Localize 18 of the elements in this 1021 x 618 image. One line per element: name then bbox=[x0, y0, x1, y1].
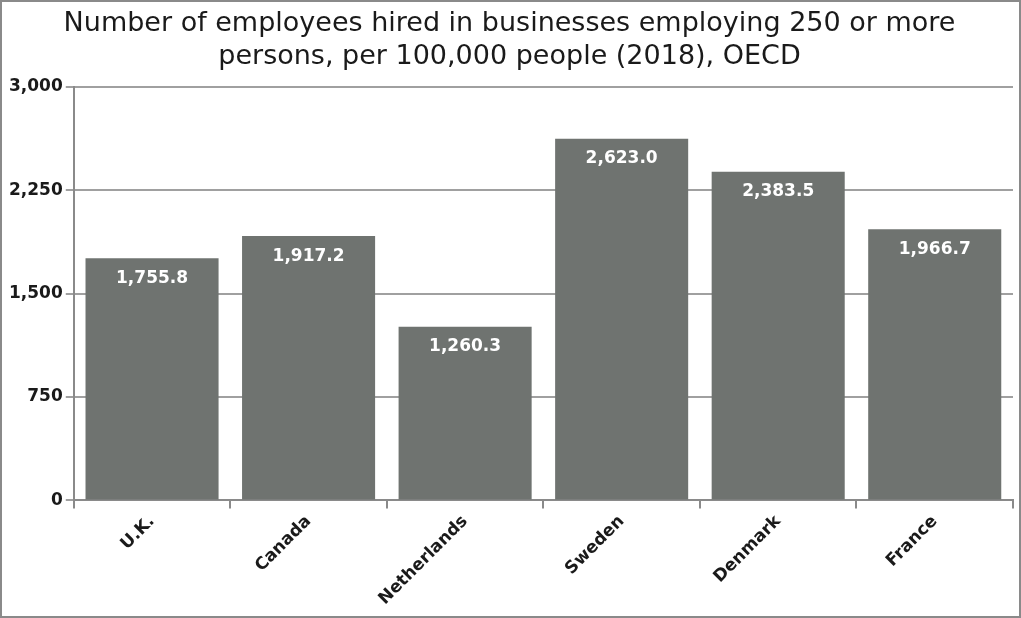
chart-title: Number of employees hired in businesses employing 250 or more persons, per 100,000 people (2018), OECD bbox=[63, 6, 956, 70]
data-label: 1,755.8 bbox=[116, 266, 189, 287]
bar bbox=[555, 138, 689, 500]
y-tick-label: 3,000 bbox=[8, 75, 63, 96]
data-label: 2,623.0 bbox=[585, 147, 658, 168]
data-label: 1,260.3 bbox=[429, 335, 502, 356]
bar bbox=[868, 229, 1002, 500]
y-tick-label: 750 bbox=[27, 385, 63, 406]
bar bbox=[398, 326, 532, 500]
data-label: 2,383.5 bbox=[742, 180, 815, 201]
bar bbox=[711, 171, 845, 500]
y-tick-label: 2,250 bbox=[8, 178, 63, 199]
data-label: 1,917.2 bbox=[272, 244, 345, 265]
y-tick-label: 1,500 bbox=[8, 282, 63, 303]
y-tick-label: 0 bbox=[50, 488, 63, 509]
bar bbox=[85, 258, 219, 500]
data-label: 1,966.7 bbox=[898, 237, 971, 258]
bar bbox=[242, 236, 376, 500]
